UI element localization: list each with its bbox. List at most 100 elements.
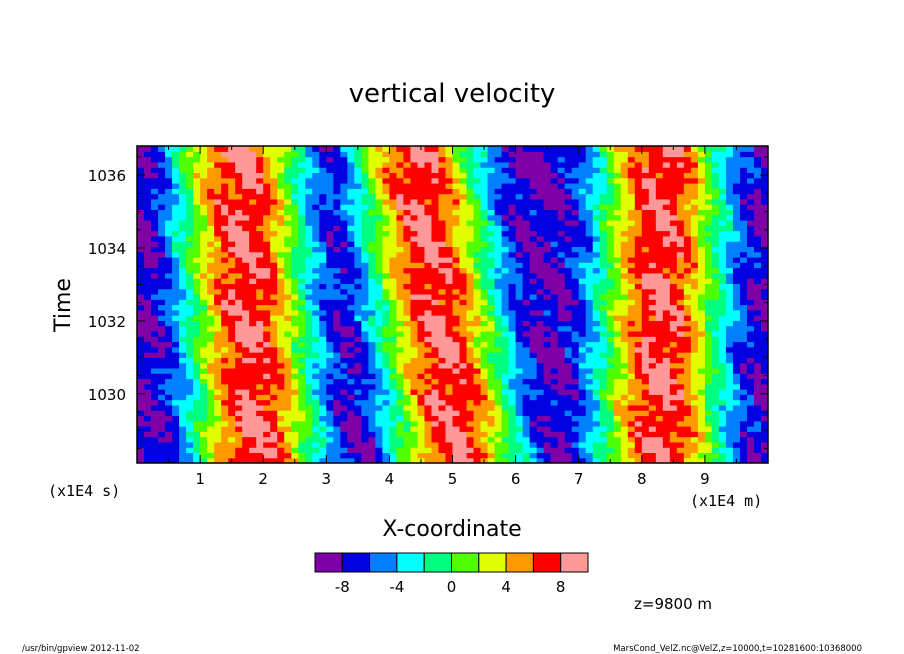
heatmap-cell: [382, 404, 390, 411]
heatmap-cell: [403, 209, 412, 216]
heatmap-cell: [473, 204, 482, 210]
heatmap-cell: [683, 357, 692, 364]
heatmap-cell: [291, 167, 299, 174]
heatmap-cell: [459, 262, 468, 269]
heatmap-cell: [403, 256, 412, 263]
heatmap-cell: [326, 198, 334, 205]
heatmap-cell: [200, 204, 208, 210]
heatmap-cell: [662, 378, 671, 385]
heatmap-cell: [200, 320, 208, 327]
heatmap-cell: [683, 209, 692, 216]
heatmap-cell: [438, 230, 447, 237]
heatmap-cell: [263, 420, 271, 427]
heatmap-cell: [466, 204, 475, 210]
heatmap-cell: [382, 267, 390, 274]
heatmap-cell: [193, 167, 201, 174]
heatmap-cell: [144, 415, 152, 422]
heatmap-cell: [613, 246, 622, 253]
heatmap-cell: [452, 288, 461, 295]
heatmap-cell: [494, 441, 503, 448]
heatmap-cell: [438, 336, 447, 343]
heatmap-cell: [543, 283, 552, 290]
heatmap-cell: [361, 315, 369, 321]
heatmap-cell: [487, 394, 496, 401]
heatmap-cell: [389, 431, 398, 438]
heatmap-cell: [746, 262, 755, 269]
heatmap-cell: [382, 167, 390, 174]
heatmap-cell: [137, 204, 145, 210]
heatmap-cell: [690, 272, 699, 279]
heatmap-cell: [368, 219, 376, 226]
heatmap-cell: [613, 373, 622, 380]
heatmap-cell: [522, 304, 531, 311]
heatmap-cell: [151, 241, 159, 247]
heatmap-cell: [354, 325, 362, 332]
heatmap-cell: [277, 378, 285, 385]
heatmap-cell: [557, 346, 566, 353]
heatmap-cell: [704, 341, 713, 348]
heatmap-cell: [690, 278, 699, 284]
heatmap-cell: [585, 346, 594, 353]
heatmap-cell: [725, 214, 734, 221]
heatmap-cell: [480, 246, 489, 253]
heatmap-cell: [459, 267, 468, 274]
heatmap-cell: [396, 399, 405, 406]
heatmap-cell: [319, 426, 327, 432]
heatmap-cell: [284, 304, 292, 311]
heatmap-cell: [578, 188, 587, 195]
heatmap-cell: [207, 389, 215, 395]
heatmap-cell: [704, 177, 713, 184]
heatmap-cell: [571, 299, 580, 306]
heatmap-cell: [368, 193, 376, 200]
heatmap-cell: [403, 304, 412, 311]
heatmap-cell: [550, 193, 559, 200]
heatmap-cell: [655, 209, 664, 216]
heatmap-cell: [396, 241, 405, 247]
heatmap-cell: [158, 357, 166, 364]
heatmap-cell: [501, 441, 510, 448]
heatmap-cell: [151, 219, 159, 226]
heatmap-cell: [340, 293, 348, 300]
heatmap-cell: [466, 362, 475, 369]
heatmap-cell: [627, 383, 636, 390]
heatmap-cell: [326, 410, 334, 417]
heatmap-cell: [403, 426, 412, 432]
heatmap-cell: [438, 399, 447, 406]
heatmap-cell: [676, 447, 685, 454]
heatmap-cell: [536, 172, 545, 179]
heatmap-cell: [319, 278, 327, 284]
heatmap-cell: [263, 389, 271, 395]
heatmap-cell: [452, 315, 461, 321]
heatmap-cell: [515, 362, 524, 369]
heatmap-cell: [368, 262, 376, 269]
heatmap-cell: [410, 457, 419, 463]
heatmap-cell: [431, 410, 440, 417]
heatmap-cell: [172, 283, 180, 290]
heatmap-cell: [326, 394, 334, 401]
heatmap-cell: [298, 278, 306, 284]
heatmap-cell: [165, 309, 173, 316]
heatmap-cell: [214, 367, 222, 374]
heatmap-cell: [529, 373, 538, 380]
heatmap-cell: [298, 415, 306, 422]
heatmap-cell: [739, 256, 748, 263]
heatmap-cell: [200, 230, 208, 237]
heatmap-cell: [452, 219, 461, 226]
heatmap-cell: [382, 288, 390, 295]
heatmap-cell: [606, 293, 615, 300]
heatmap-cell: [760, 309, 768, 316]
heatmap-cell: [186, 452, 194, 459]
heatmap-cell: [473, 256, 482, 263]
heatmap-cell: [515, 452, 524, 459]
heatmap-cell: [403, 346, 412, 353]
heatmap-cell: [151, 193, 159, 200]
heatmap-cell: [193, 336, 201, 343]
heatmap-cell: [221, 383, 229, 390]
heatmap-cell: [459, 404, 468, 411]
heatmap-cell: [326, 426, 334, 432]
heatmap-cell: [424, 357, 433, 364]
heatmap-cell: [361, 336, 369, 343]
heatmap-cell: [564, 283, 573, 290]
heatmap-cell: [417, 410, 426, 417]
heatmap-cell: [704, 246, 713, 253]
